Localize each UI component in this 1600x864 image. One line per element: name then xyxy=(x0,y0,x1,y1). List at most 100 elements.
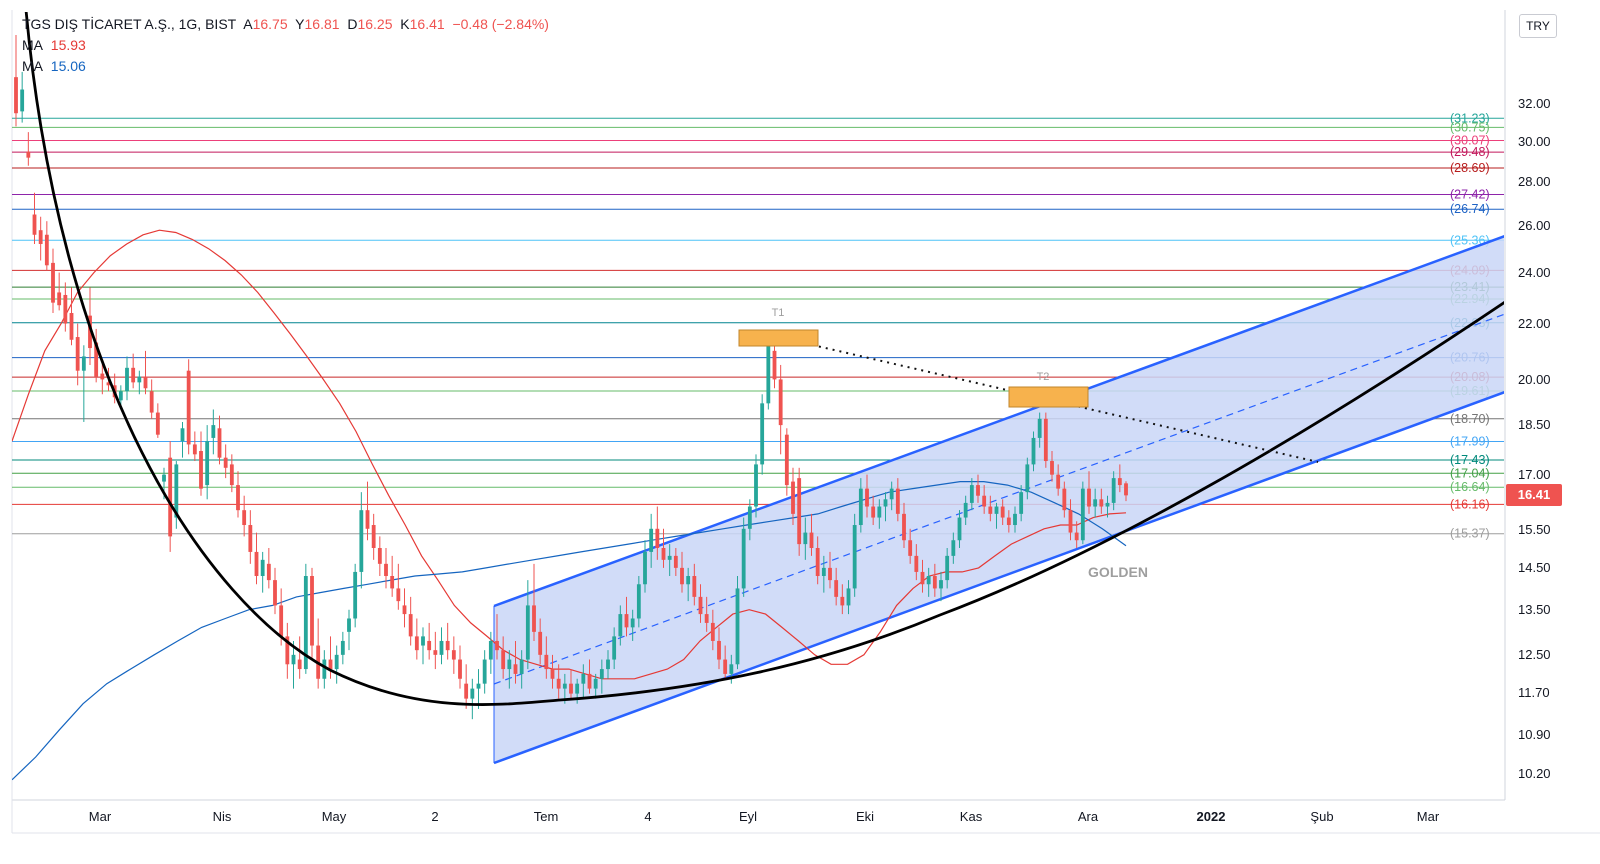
candle[interactable] xyxy=(809,513,814,556)
candle[interactable] xyxy=(322,650,327,689)
candle[interactable] xyxy=(914,544,919,581)
candle[interactable] xyxy=(754,454,758,518)
candle[interactable] xyxy=(673,548,678,577)
candle[interactable] xyxy=(895,478,900,522)
candle[interactable] xyxy=(778,364,783,455)
candle[interactable] xyxy=(168,441,173,552)
candle[interactable] xyxy=(889,481,894,511)
candle[interactable] xyxy=(932,563,937,597)
candle[interactable] xyxy=(926,567,931,597)
candle[interactable] xyxy=(377,536,382,577)
candle[interactable] xyxy=(125,356,129,401)
candle[interactable] xyxy=(223,444,228,479)
candle[interactable] xyxy=(464,664,469,709)
candle[interactable] xyxy=(192,431,197,462)
candle[interactable] xyxy=(852,513,857,597)
candle[interactable] xyxy=(661,528,666,568)
candle[interactable] xyxy=(402,588,407,628)
candle[interactable] xyxy=(951,532,956,564)
candle[interactable] xyxy=(396,563,401,610)
candle[interactable] xyxy=(784,428,789,496)
candle[interactable] xyxy=(636,576,641,628)
candle[interactable] xyxy=(414,618,419,660)
candle[interactable] xyxy=(1062,481,1067,518)
candle[interactable] xyxy=(655,506,660,560)
candle[interactable] xyxy=(1025,457,1030,500)
candle[interactable] xyxy=(599,659,604,694)
candle[interactable] xyxy=(945,548,950,589)
symbol-title[interactable]: TGS DIŞ TİCARET A.Ş., 1G, BIST xyxy=(22,16,237,32)
candle[interactable] xyxy=(982,485,987,514)
candle[interactable] xyxy=(1087,471,1091,514)
candle[interactable] xyxy=(550,654,555,689)
candle[interactable] xyxy=(587,659,592,694)
candle[interactable] xyxy=(199,431,203,496)
candle[interactable] xyxy=(1093,488,1098,518)
candle[interactable] xyxy=(877,499,882,529)
candle[interactable] xyxy=(1080,481,1085,545)
candle[interactable] xyxy=(963,495,968,526)
candle[interactable] xyxy=(593,673,598,699)
candle[interactable] xyxy=(519,650,524,689)
candle[interactable] xyxy=(340,631,345,665)
candle[interactable] xyxy=(1074,521,1079,549)
t1-box[interactable] xyxy=(738,329,819,347)
candle[interactable] xyxy=(94,328,99,383)
candle[interactable] xyxy=(717,627,721,670)
candle[interactable] xyxy=(236,471,240,518)
candle[interactable] xyxy=(908,528,913,564)
candle[interactable] xyxy=(606,650,610,679)
time-axis[interactable]: Mar Nis May 2 Tem 4 Eyl Eki Kas Ara 2022… xyxy=(89,809,1440,824)
candle[interactable] xyxy=(649,513,654,568)
candle[interactable] xyxy=(957,510,962,549)
candle[interactable] xyxy=(1000,499,1005,526)
candle[interactable] xyxy=(556,664,561,699)
candle[interactable] xyxy=(347,609,351,651)
candle[interactable] xyxy=(772,342,777,389)
candle[interactable] xyxy=(1019,485,1024,522)
candle[interactable] xyxy=(427,622,432,660)
candle[interactable] xyxy=(1013,506,1017,533)
candle[interactable] xyxy=(692,563,697,606)
candle[interactable] xyxy=(821,555,826,593)
candle[interactable] xyxy=(1117,464,1122,493)
candle[interactable] xyxy=(458,645,462,689)
candle[interactable] xyxy=(297,636,302,679)
candle[interactable] xyxy=(211,409,216,455)
candle[interactable] xyxy=(476,669,481,709)
candle[interactable] xyxy=(14,34,18,127)
ma1-row[interactable]: MA 15.93 xyxy=(22,35,549,56)
candle[interactable] xyxy=(569,669,573,699)
candle[interactable] xyxy=(470,678,475,720)
candle[interactable] xyxy=(834,567,839,606)
moving-average-line[interactable] xyxy=(12,229,1127,680)
candle[interactable] xyxy=(20,71,25,123)
candle[interactable] xyxy=(260,551,265,593)
candle[interactable] xyxy=(883,492,888,522)
channel-lower-line[interactable] xyxy=(493,391,1505,765)
candle[interactable] xyxy=(186,359,191,455)
candle[interactable] xyxy=(969,478,974,511)
candle[interactable] xyxy=(143,350,148,395)
candle[interactable] xyxy=(254,532,259,585)
candle[interactable] xyxy=(544,636,549,679)
candle[interactable] xyxy=(581,664,586,699)
candle[interactable] xyxy=(248,510,253,564)
candle[interactable] xyxy=(846,580,851,615)
t2-box[interactable] xyxy=(1008,386,1089,408)
price-axis[interactable]: 32.00 30.00 28.00 26.00 24.00 22.00 20.0… xyxy=(1518,96,1551,781)
candle[interactable] xyxy=(747,499,752,541)
candle[interactable] xyxy=(359,492,364,589)
channel-upper-line[interactable] xyxy=(493,235,1505,608)
candle[interactable] xyxy=(988,495,993,522)
candle[interactable] xyxy=(390,555,395,597)
candle[interactable] xyxy=(229,454,234,493)
candle[interactable] xyxy=(38,216,43,261)
candle[interactable] xyxy=(137,370,142,395)
candle[interactable] xyxy=(501,636,506,679)
candle[interactable] xyxy=(538,618,543,665)
candle[interactable] xyxy=(680,551,684,593)
candle[interactable] xyxy=(384,548,388,589)
candle[interactable] xyxy=(421,627,425,665)
candle[interactable] xyxy=(32,192,37,244)
